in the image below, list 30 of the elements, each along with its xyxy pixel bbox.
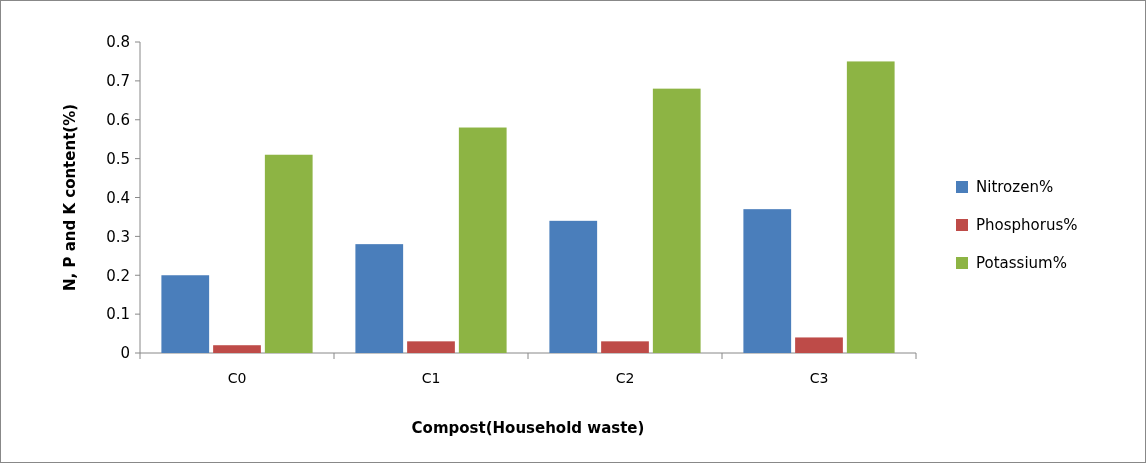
y-tick-label: 0.3 xyxy=(106,227,130,246)
bar xyxy=(652,88,701,353)
y-tick-label: 0.2 xyxy=(106,266,130,285)
y-tick-label: 0.6 xyxy=(106,111,130,129)
bar xyxy=(601,341,649,353)
legend-label: Nitrozen% xyxy=(976,178,1054,197)
y-tick-label: 0.8 xyxy=(106,33,130,52)
x-tick-label: C0 xyxy=(227,370,247,386)
y-axis-title: N, P and K content(%) xyxy=(61,103,79,292)
bar xyxy=(458,127,507,353)
y-tick-label: 0.7 xyxy=(106,72,130,91)
y-tick-label: 0.4 xyxy=(106,188,130,207)
bar xyxy=(795,337,843,353)
x-tick-label: C1 xyxy=(421,370,441,386)
bar xyxy=(743,209,792,353)
x-tick-label: C3 xyxy=(809,370,829,386)
y-tick-label: 0.1 xyxy=(106,305,130,324)
legend-label: Potassium% xyxy=(976,254,1067,273)
bar xyxy=(161,275,210,353)
bar xyxy=(355,244,404,353)
bar xyxy=(264,154,313,353)
bar xyxy=(846,61,895,353)
bar xyxy=(213,345,261,353)
bar xyxy=(407,341,455,353)
y-tick-label: 0.5 xyxy=(106,149,130,168)
legend-label: Phosphorus% xyxy=(976,216,1078,235)
x-axis-title: Compost(Household waste) xyxy=(411,419,645,437)
x-tick-label: C2 xyxy=(615,370,635,386)
bar xyxy=(549,220,598,353)
y-tick-label: 0 xyxy=(120,344,130,363)
